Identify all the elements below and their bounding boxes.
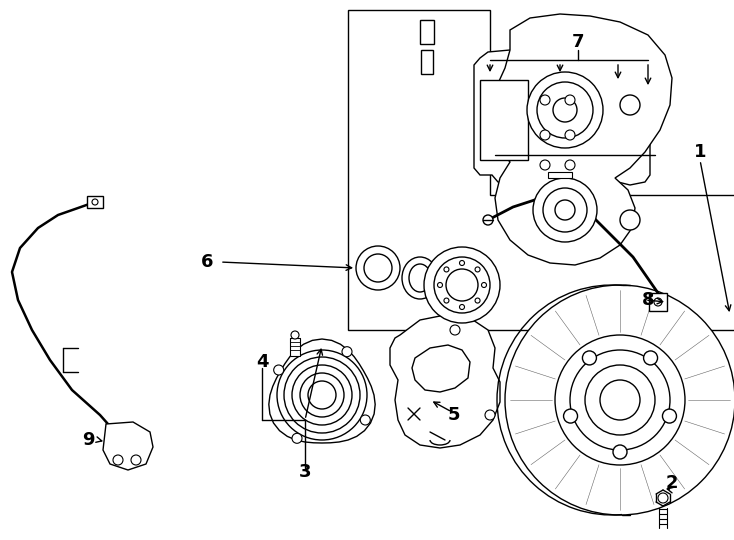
Circle shape — [565, 130, 575, 140]
Circle shape — [540, 160, 550, 170]
Circle shape — [444, 267, 449, 272]
Circle shape — [356, 246, 400, 290]
Polygon shape — [412, 345, 470, 392]
Circle shape — [540, 95, 550, 105]
Circle shape — [475, 267, 480, 272]
Circle shape — [277, 350, 367, 440]
Circle shape — [444, 298, 449, 303]
Circle shape — [92, 199, 98, 205]
Circle shape — [564, 409, 578, 423]
Circle shape — [113, 455, 123, 465]
Circle shape — [485, 410, 495, 420]
Circle shape — [450, 325, 460, 335]
Circle shape — [565, 95, 575, 105]
Circle shape — [446, 269, 478, 301]
Text: 3: 3 — [299, 463, 311, 481]
Circle shape — [483, 215, 493, 225]
Text: 4: 4 — [255, 353, 268, 371]
Circle shape — [482, 282, 487, 287]
Circle shape — [570, 350, 670, 450]
Circle shape — [620, 95, 640, 115]
Circle shape — [300, 373, 344, 417]
Circle shape — [540, 130, 550, 140]
Text: 5: 5 — [448, 406, 460, 424]
Circle shape — [620, 210, 640, 230]
Circle shape — [475, 298, 480, 303]
Polygon shape — [490, 14, 672, 265]
Circle shape — [505, 285, 734, 515]
Text: 7: 7 — [572, 33, 584, 51]
Circle shape — [308, 381, 336, 409]
Circle shape — [527, 72, 603, 148]
Circle shape — [434, 257, 490, 313]
Circle shape — [459, 260, 465, 266]
Text: 2: 2 — [666, 474, 678, 492]
Circle shape — [663, 409, 677, 423]
Circle shape — [644, 351, 658, 365]
Circle shape — [658, 493, 668, 503]
Text: 1: 1 — [694, 143, 706, 161]
Circle shape — [274, 365, 284, 375]
Polygon shape — [290, 338, 300, 356]
Polygon shape — [480, 80, 528, 160]
Circle shape — [537, 82, 593, 138]
Circle shape — [131, 455, 141, 465]
Circle shape — [364, 254, 392, 282]
Ellipse shape — [402, 257, 438, 299]
Text: 9: 9 — [81, 431, 94, 449]
Polygon shape — [269, 339, 375, 443]
Circle shape — [360, 415, 370, 425]
Polygon shape — [548, 172, 572, 178]
Polygon shape — [103, 422, 153, 470]
Circle shape — [654, 298, 662, 306]
Polygon shape — [420, 20, 434, 44]
Circle shape — [583, 351, 597, 365]
Circle shape — [292, 433, 302, 443]
Text: 8: 8 — [642, 291, 654, 309]
Bar — [649, 293, 667, 311]
Circle shape — [292, 365, 352, 425]
Circle shape — [565, 160, 575, 170]
Ellipse shape — [409, 264, 431, 292]
Circle shape — [555, 335, 685, 465]
Circle shape — [533, 178, 597, 242]
Circle shape — [424, 247, 500, 323]
Polygon shape — [421, 50, 433, 74]
Circle shape — [585, 365, 655, 435]
Polygon shape — [530, 46, 590, 185]
Polygon shape — [390, 315, 500, 448]
Polygon shape — [474, 50, 528, 185]
Polygon shape — [87, 196, 103, 208]
Circle shape — [600, 380, 640, 420]
Circle shape — [613, 445, 627, 459]
Circle shape — [284, 357, 360, 433]
Circle shape — [555, 200, 575, 220]
Circle shape — [543, 188, 587, 232]
Circle shape — [553, 98, 577, 122]
Polygon shape — [595, 52, 650, 185]
Circle shape — [459, 305, 465, 309]
Circle shape — [291, 331, 299, 339]
Circle shape — [437, 282, 443, 287]
Text: 6: 6 — [201, 253, 214, 271]
Polygon shape — [348, 10, 734, 330]
Circle shape — [342, 347, 352, 357]
